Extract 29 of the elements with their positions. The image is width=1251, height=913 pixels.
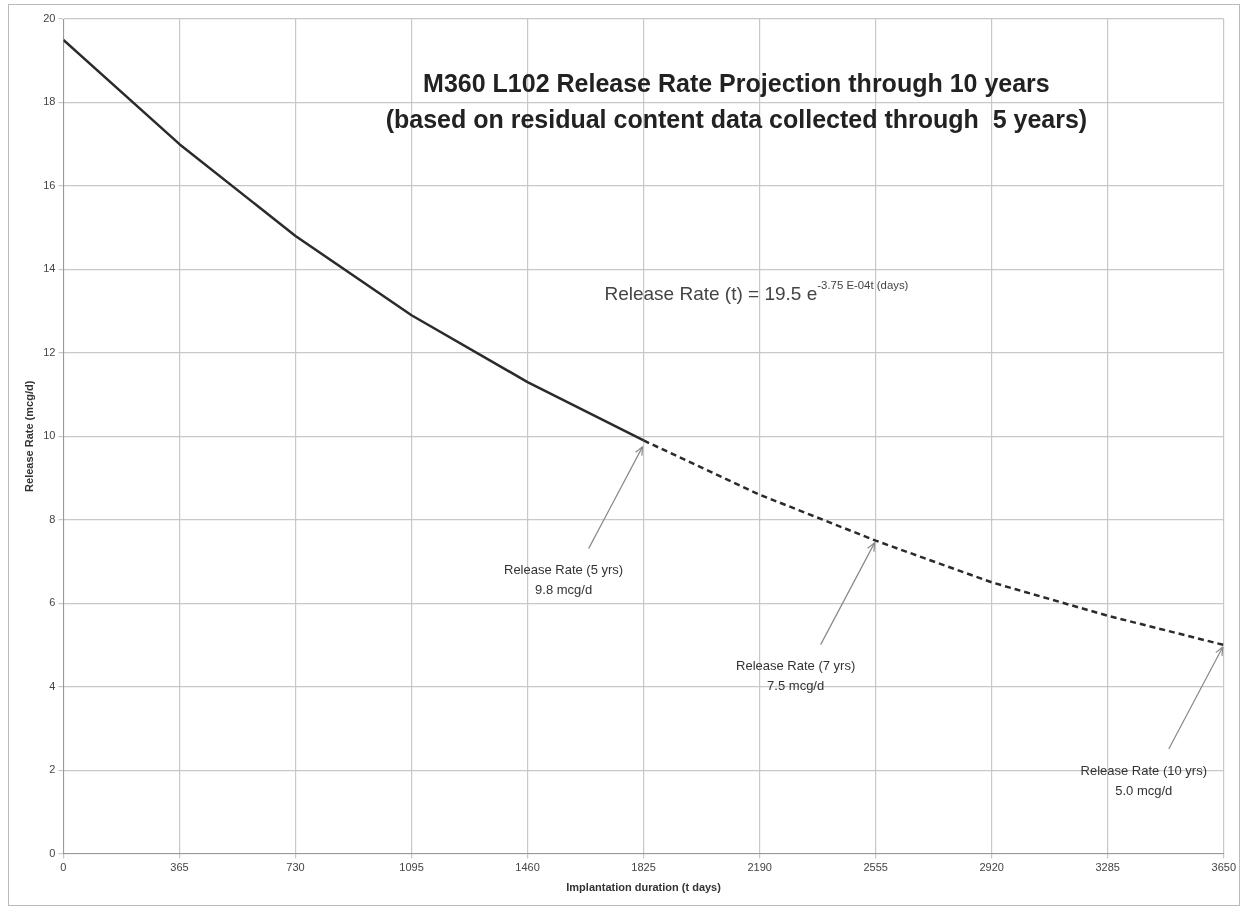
y-tick-label: 20 (43, 12, 56, 25)
x-tick-label: 1095 (399, 861, 424, 874)
y-tick-label: 12 (43, 345, 56, 358)
annotation: Release Rate (10 yrs) 5.0 mcg/d (1080, 762, 1207, 798)
x-tick-label: 2190 (747, 861, 772, 874)
y-tick-label: 18 (43, 95, 56, 108)
y-tick-label: 16 (43, 178, 56, 191)
x-tick-label: 730 (286, 861, 305, 874)
y-tick-label: 8 (49, 512, 56, 525)
x-tick-label: 1460 (515, 861, 540, 874)
x-tick-label: 1825 (631, 861, 656, 874)
y-tick-label: 4 (49, 679, 56, 692)
x-tick-label: 2920 (979, 861, 1004, 874)
x-tick-label: 0 (60, 861, 67, 874)
y-tick-label: 6 (49, 596, 56, 609)
x-tick-label: 2555 (863, 861, 888, 874)
y-tick-label: 0 (49, 846, 56, 859)
text: M360 L102 Release Rate Projection through 10 years (423, 68, 1050, 97)
annotation: Release Rate (7 yrs) 7.5 mcg/d (736, 658, 856, 694)
x-tick-label: 3650 (1211, 861, 1237, 874)
y-axis-title: Release Rate (mcg/d) (22, 380, 35, 492)
x-tick-label: 3285 (1095, 861, 1120, 874)
x-tick-label: 365 (170, 861, 189, 874)
text: (based on residual content data collected through 5 years) (385, 104, 1088, 133)
x-axis-title: Implantation duration (t days) (566, 881, 722, 894)
annotation: Release Rate (5 yrs) 9.8 mcg/d (503, 562, 624, 598)
y-tick-label: 14 (43, 262, 56, 275)
y-tick-label: 10 (43, 429, 56, 442)
y-tick-label: 2 (49, 763, 56, 776)
